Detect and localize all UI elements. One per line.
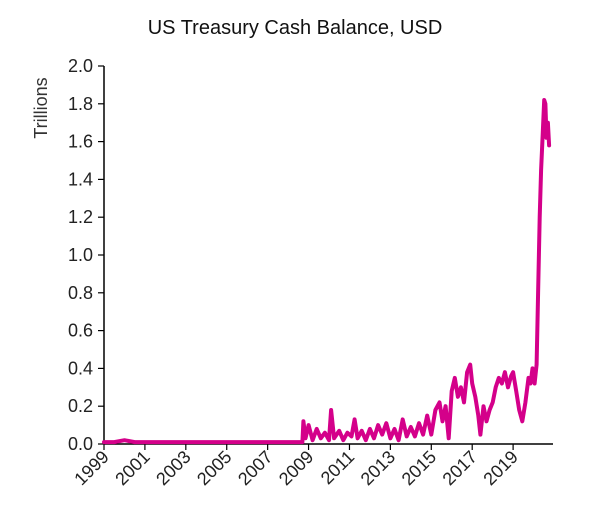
y-tick-label: 0.8 (68, 283, 93, 303)
y-tick-label: 0.6 (68, 321, 93, 341)
x-tick-label: 2007 (234, 447, 276, 489)
y-tick-label: 1.2 (68, 207, 93, 227)
y-tick-label: 1.6 (68, 132, 93, 152)
series-group (102, 98, 552, 445)
y-tick-label: 2.0 (68, 56, 93, 76)
x-tick-label: 2005 (193, 447, 235, 489)
series-line (102, 98, 552, 445)
x-tick-label: 2003 (152, 447, 194, 489)
y-tick-label: 1.0 (68, 245, 93, 265)
x-tick-label: 2001 (111, 447, 153, 489)
x-tick-label: 2011 (317, 447, 359, 489)
x-tick-label: 2019 (479, 447, 521, 489)
x-tick-label: 2017 (439, 447, 481, 489)
chart-title: US Treasury Cash Balance, USD (148, 17, 443, 39)
y-axis-ticks: 0.0 0.2 0.4 0.6 0.8 1.0 1.2 1.4 1.6 1.8 2.0 (68, 56, 104, 454)
y-tick-label: 0.2 (68, 396, 93, 416)
y-axis-label: Trillions (31, 77, 51, 138)
x-tick-label: 2009 (275, 447, 317, 489)
y-tick-label: 1.4 (68, 169, 93, 189)
y-tick-label: 1.8 (68, 94, 93, 114)
x-tick-label: 2015 (398, 447, 440, 489)
y-tick-label: 0.4 (68, 358, 93, 378)
y-tick-label: 0.0 (68, 434, 93, 454)
x-tick-label: 2013 (357, 447, 399, 489)
